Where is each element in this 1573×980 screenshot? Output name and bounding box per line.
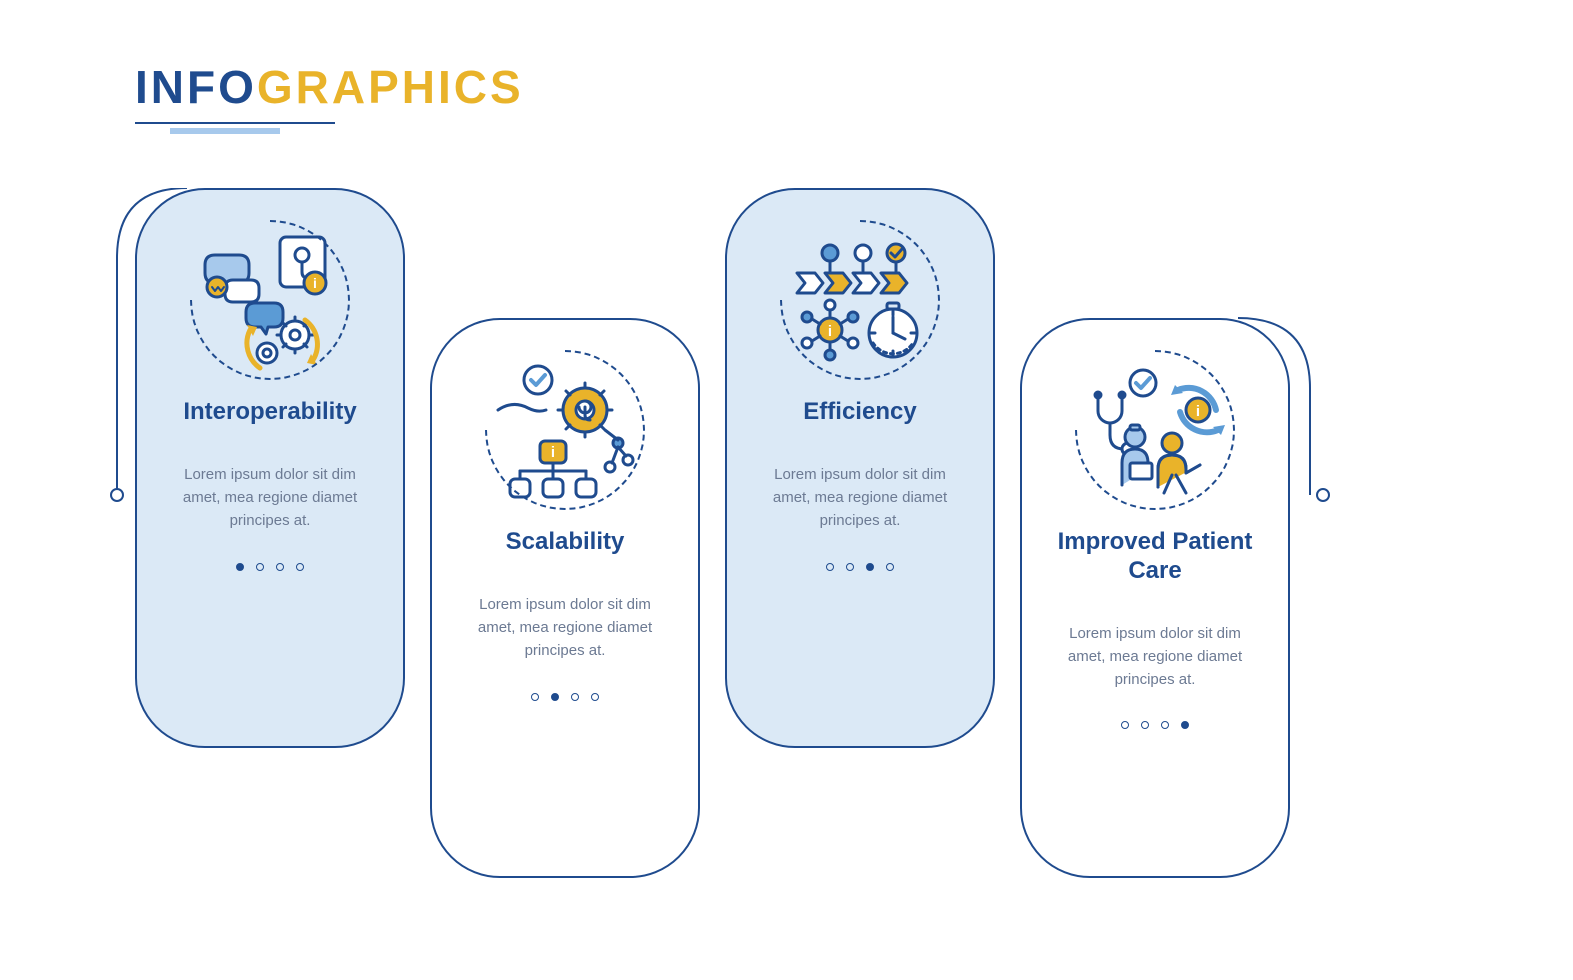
pager-dots: [826, 563, 894, 571]
dot: [296, 563, 304, 571]
dot: [256, 563, 264, 571]
card-title: Improved Patient Care: [1042, 528, 1268, 586]
card-title: Efficiency: [803, 398, 916, 427]
dot: [276, 563, 284, 571]
dot: [591, 693, 599, 701]
card-patient-care: i: [1020, 318, 1290, 878]
dot: [866, 563, 874, 571]
title-word-1: INFO: [135, 61, 257, 113]
page-title: INFOGRAPHICS: [135, 60, 524, 114]
icon-wrap: i: [780, 220, 940, 380]
dot: [1121, 721, 1129, 729]
dot: [236, 563, 244, 571]
icon-wrap: i: [485, 350, 645, 510]
card-title: Interoperability: [183, 398, 356, 427]
pager-dots: [236, 563, 304, 571]
dot: [551, 693, 559, 701]
card-body: Lorem ipsum dolor sit dim amet, mea regi…: [452, 593, 678, 663]
dot: [1161, 721, 1169, 729]
start-node: [110, 488, 124, 502]
card-title: Scalability: [506, 528, 625, 557]
dot: [1181, 721, 1189, 729]
infographic-stage: i: [110, 188, 1460, 888]
title-word-2: GRAPHICS: [257, 61, 524, 113]
dot: [531, 693, 539, 701]
card-interoperability: i: [135, 188, 405, 748]
dot: [826, 563, 834, 571]
end-node: [1316, 488, 1330, 502]
icon-wrap: i: [1075, 350, 1235, 510]
dot: [571, 693, 579, 701]
card-body: Lorem ipsum dolor sit dim amet, mea regi…: [1042, 622, 1268, 692]
title-underline-accent: [170, 128, 280, 134]
card-scalability: i Scalability Lorem ipsum dolor sit dim …: [430, 318, 700, 878]
card-efficiency: i Efficiency Lorem ipsum dol: [725, 188, 995, 748]
card-body: Lorem ipsum dolor sit dim amet, mea regi…: [157, 463, 383, 533]
dot: [1141, 721, 1149, 729]
icon-wrap: i: [190, 220, 350, 380]
card-body: Lorem ipsum dolor sit dim amet, mea regi…: [747, 463, 973, 533]
pager-dots: [531, 693, 599, 701]
pager-dots: [1121, 721, 1189, 729]
title-underline: [135, 122, 335, 124]
dot: [846, 563, 854, 571]
dot: [886, 563, 894, 571]
